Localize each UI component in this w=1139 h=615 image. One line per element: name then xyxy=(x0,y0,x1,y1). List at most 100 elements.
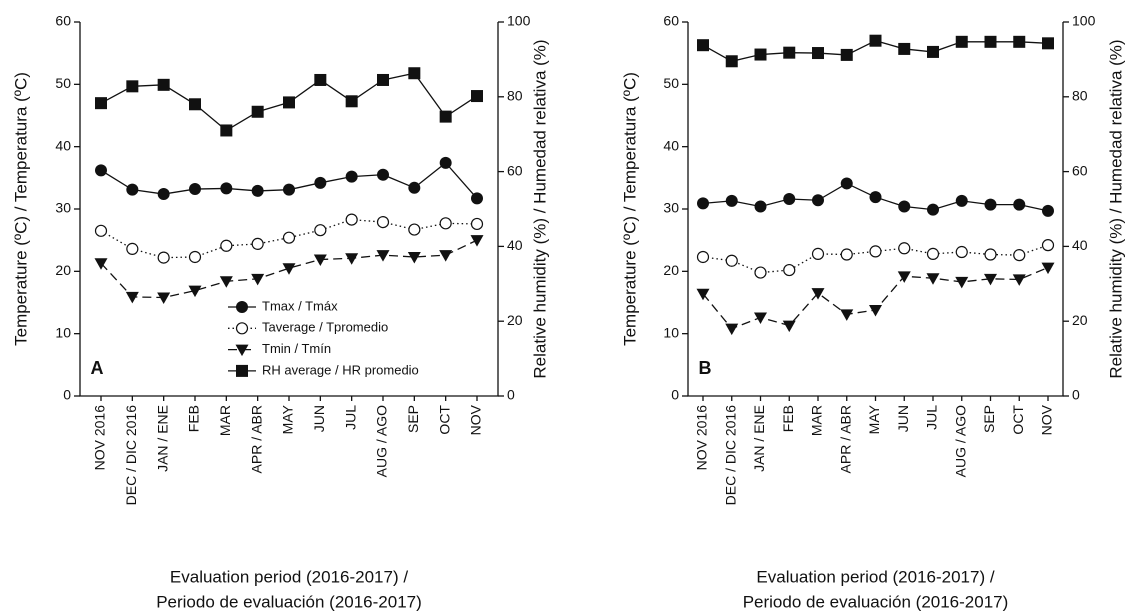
y-tick-label: 10 xyxy=(55,324,71,340)
marker xyxy=(471,90,483,103)
marker xyxy=(282,231,296,244)
marker xyxy=(94,224,108,237)
marker xyxy=(840,177,853,190)
y-tick-label: 0 xyxy=(671,387,679,403)
marker xyxy=(1041,239,1055,252)
marker xyxy=(408,67,421,80)
series xyxy=(696,262,1055,336)
marker xyxy=(283,96,295,109)
marker xyxy=(125,291,139,304)
marker xyxy=(439,250,453,262)
marker xyxy=(95,97,107,110)
marker xyxy=(697,39,709,52)
y-tick-label: 50 xyxy=(663,75,679,91)
marker xyxy=(725,323,739,336)
marker xyxy=(783,193,796,206)
marker xyxy=(220,239,233,252)
legend-marker xyxy=(235,322,249,335)
y-axis-label: Temperature (ºC) / Temperatura (ºC) xyxy=(11,72,30,346)
y2-tick-label: 100 xyxy=(507,13,531,29)
marker xyxy=(840,309,854,321)
marker xyxy=(955,194,968,207)
marker xyxy=(220,182,233,195)
marker xyxy=(157,251,170,264)
series xyxy=(94,213,484,264)
legend-label: Tmin / Tmín xyxy=(262,341,331,356)
marker xyxy=(898,42,911,55)
marker xyxy=(812,194,824,207)
marker xyxy=(984,35,997,48)
marker xyxy=(157,78,170,91)
marker xyxy=(470,217,484,231)
marker xyxy=(126,183,139,196)
legend-marker xyxy=(235,344,249,357)
marker xyxy=(984,273,997,286)
y2-tick-label: 20 xyxy=(1072,312,1088,328)
y2-axis-label: Relative humidity (%) / Humedad relativa… xyxy=(1106,39,1125,378)
legend-label: Tmax / Tmáx xyxy=(262,298,338,313)
marker xyxy=(408,181,421,194)
marker xyxy=(251,105,264,118)
marker xyxy=(283,183,295,196)
x-tick-label: OCT xyxy=(1010,405,1026,435)
marker xyxy=(697,197,709,210)
marker xyxy=(869,191,882,204)
marker xyxy=(407,251,421,264)
x-tick-label: MAR xyxy=(217,405,233,436)
y2-tick-label: 60 xyxy=(507,162,523,178)
y2-tick-label: 80 xyxy=(1072,88,1088,104)
y-tick-label: 40 xyxy=(55,137,71,153)
marker xyxy=(157,292,171,305)
x-tick-label: DEC / DIC 2016 xyxy=(123,405,139,506)
y2-tick-label: 40 xyxy=(1072,237,1088,253)
marker xyxy=(926,273,940,285)
marker xyxy=(188,250,202,264)
legend-label: RH average / HR promedio xyxy=(262,362,419,377)
x-tick-label: JAN / ENE xyxy=(751,405,767,472)
marker xyxy=(1041,262,1055,275)
marker xyxy=(1012,274,1026,286)
x-tick-label: JUL xyxy=(342,405,358,430)
panel-label: B xyxy=(699,358,712,378)
x-tick-label: OCT xyxy=(436,405,452,435)
marker xyxy=(725,254,738,267)
x-tick-label: NOV xyxy=(1039,404,1055,435)
marker xyxy=(251,237,264,251)
legend-marker xyxy=(236,301,248,313)
marker xyxy=(126,242,139,255)
marker xyxy=(314,73,327,86)
marker xyxy=(725,55,738,68)
marker xyxy=(696,288,710,301)
marker xyxy=(439,156,452,169)
series-line xyxy=(702,266,1049,330)
series xyxy=(697,177,1054,217)
y-tick-label: 20 xyxy=(55,262,71,278)
marker xyxy=(376,250,390,262)
x-tick-label: NOV xyxy=(468,404,484,435)
marker xyxy=(754,48,767,61)
x-tick-label: APR / ABR xyxy=(837,405,853,473)
y2-tick-label: 40 xyxy=(507,237,523,253)
marker xyxy=(811,247,825,260)
marker xyxy=(984,198,997,211)
marker xyxy=(188,285,202,298)
marker xyxy=(927,45,939,58)
y2-axis-label: Relative humidity (%) / Humedad relativa… xyxy=(530,39,549,378)
marker xyxy=(869,304,882,317)
marker xyxy=(345,253,359,265)
panel-label: A xyxy=(91,358,104,378)
marker xyxy=(470,235,484,247)
y-tick-label: 0 xyxy=(63,387,71,403)
marker xyxy=(95,164,107,177)
x-tick-label: JUN xyxy=(311,405,327,432)
axis-frame xyxy=(687,22,1064,397)
marker xyxy=(282,263,296,275)
series xyxy=(95,156,483,205)
marker xyxy=(439,110,452,123)
x-tick-label: MAY xyxy=(280,404,296,434)
marker xyxy=(94,258,108,270)
marker xyxy=(345,95,358,108)
marker xyxy=(897,271,911,283)
y2-tick-label: 0 xyxy=(507,387,515,403)
